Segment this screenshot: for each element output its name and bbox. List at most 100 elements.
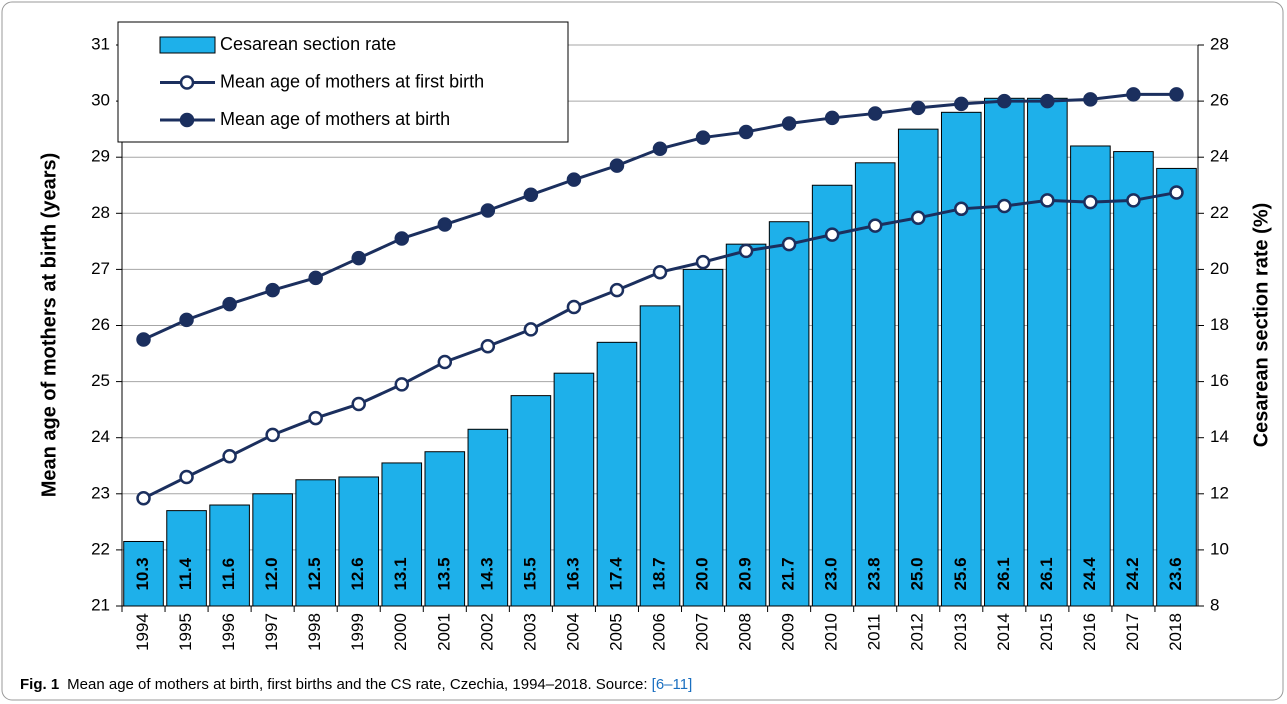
bar-value-label: 25.0 <box>908 557 927 590</box>
y-tick-label: 28 <box>91 203 110 222</box>
marker <box>222 448 237 464</box>
y-tick-label: 23 <box>91 483 110 502</box>
bar <box>209 504 250 607</box>
x-tick-label: 2017 <box>1123 613 1142 651</box>
marker <box>954 201 969 217</box>
bar-value-label: 25.6 <box>951 557 970 590</box>
bar-value-label: 20.0 <box>693 557 712 590</box>
bar-value-label: 23.8 <box>865 557 884 590</box>
bar <box>1027 97 1068 607</box>
marker <box>136 332 151 347</box>
bar-value-label: 20.9 <box>736 557 755 590</box>
marker <box>997 93 1012 109</box>
marker <box>1083 194 1098 210</box>
marker <box>351 250 366 266</box>
x-tick-label: 2014 <box>994 613 1013 651</box>
bar <box>1156 167 1197 607</box>
bar <box>381 462 423 607</box>
bar <box>682 268 724 607</box>
bar-value-label: 11.6 <box>219 558 238 590</box>
marker <box>265 282 280 298</box>
y-axis-label: Mean age of mothers at birth (years) <box>38 153 60 498</box>
y-tick-label: 26 <box>91 315 110 334</box>
marker <box>523 322 539 337</box>
bar <box>166 510 207 607</box>
y2-tick-label: 20 <box>1210 259 1229 278</box>
bar <box>510 395 552 607</box>
bar-value-label: 18.7 <box>649 557 668 590</box>
bar-value-label: 12.6 <box>348 557 367 590</box>
x-tick-label: 2013 <box>951 613 970 651</box>
marker <box>351 396 366 412</box>
bar-value-label: 12.0 <box>262 557 281 590</box>
bar-value-label: 12.5 <box>305 557 324 590</box>
bar-value-label: 13.5 <box>434 557 453 590</box>
x-tick-label: 2006 <box>649 613 668 651</box>
bar <box>252 493 293 607</box>
bar-value-label: 17.4 <box>606 557 625 591</box>
bar-value-label: 15.5 <box>520 557 539 590</box>
marker <box>480 339 496 354</box>
marker <box>910 210 926 226</box>
legend-label: Mean age of mothers at first birth <box>220 71 484 91</box>
marker <box>824 227 840 242</box>
marker <box>480 203 496 218</box>
y-tick-label: 22 <box>91 539 110 558</box>
marker <box>222 296 237 312</box>
y2-axis-label: Cesarean section rate (%) <box>1250 203 1272 448</box>
y-tick-label: 25 <box>91 371 110 390</box>
bar-value-label: 23.6 <box>1166 557 1185 590</box>
bar <box>424 451 466 607</box>
x-tick-label: 2007 <box>693 613 712 651</box>
marker <box>394 377 410 392</box>
marker <box>609 282 625 298</box>
x-tick-label: 2011 <box>865 614 884 651</box>
marker <box>695 130 711 145</box>
marker <box>1083 92 1098 107</box>
x-tick-label: 1994 <box>133 613 152 651</box>
bar <box>123 540 164 607</box>
legend-swatch <box>159 36 216 54</box>
x-tick-label: 1995 <box>176 613 195 651</box>
marker <box>1040 193 1055 208</box>
marker <box>695 254 711 270</box>
y2-tick-label: 24 <box>1210 147 1229 166</box>
bar <box>1113 151 1154 607</box>
marker <box>867 106 883 121</box>
bar <box>639 305 681 607</box>
marker <box>781 236 797 252</box>
x-tick-label: 2004 <box>563 613 582 651</box>
bar <box>467 428 509 607</box>
marker <box>1040 93 1055 109</box>
marker <box>308 410 323 426</box>
marker <box>1126 193 1141 208</box>
marker <box>308 270 323 286</box>
x-tick-label: 1998 <box>305 613 324 651</box>
marker <box>609 158 625 173</box>
caption-ref: [6–11] <box>652 676 693 693</box>
marker <box>781 116 797 131</box>
x-tick-label: 2002 <box>477 613 496 651</box>
bar <box>984 97 1025 607</box>
marker <box>136 491 151 506</box>
x-tick-label: 2008 <box>736 613 755 651</box>
bar <box>1070 145 1111 607</box>
x-tick-label: 2012 <box>908 613 927 651</box>
bar <box>725 243 767 607</box>
bar-value-label: 24.4 <box>1080 557 1099 591</box>
x-tick-label: 1997 <box>262 613 281 651</box>
x-tick-label: 2005 <box>606 613 625 651</box>
legend-marker <box>179 112 195 128</box>
x-tick-label: 2018 <box>1166 613 1185 651</box>
y2-tick-label: 22 <box>1210 203 1229 222</box>
y2-tick-label: 14 <box>1210 427 1229 446</box>
bar-value-label: 14.3 <box>477 557 496 590</box>
marker <box>954 96 969 112</box>
x-tick-label: 1999 <box>348 613 367 651</box>
marker <box>867 218 883 233</box>
y2-tick-label: 10 <box>1210 539 1229 558</box>
caption: Fig. 1 Mean age of mothers at birth, firs… <box>20 676 692 693</box>
marker <box>738 124 754 140</box>
bar-value-label: 11.4 <box>176 557 195 590</box>
